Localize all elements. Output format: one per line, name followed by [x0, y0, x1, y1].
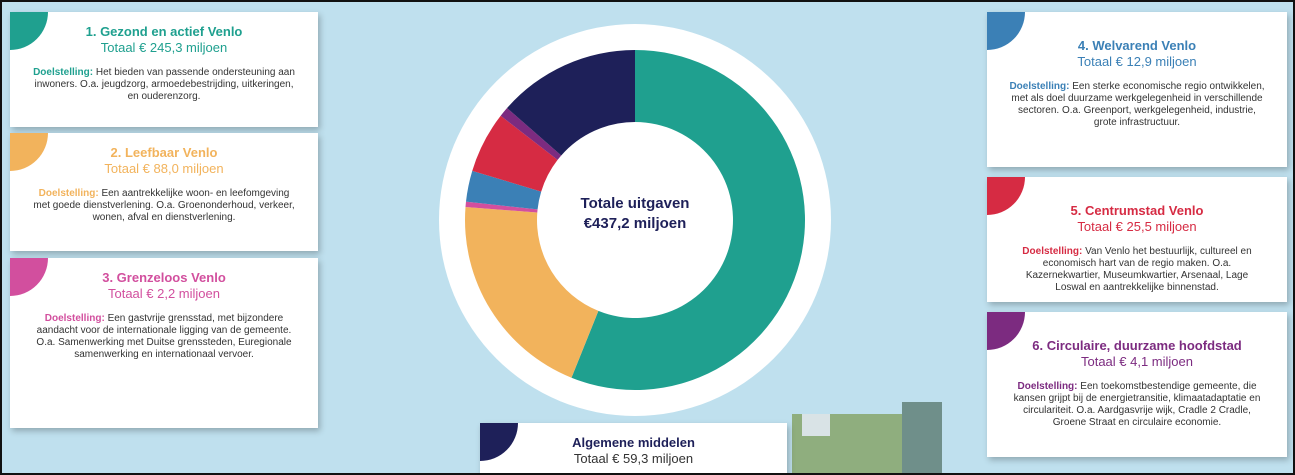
card-title: 4. Welvarend Venlo	[1009, 38, 1265, 53]
card-title: 2. Leefbaar Venlo	[32, 145, 296, 160]
card-description: Doelstelling: Een gastvrije grensstad, m…	[32, 313, 296, 361]
card-title: Algemene middelen	[502, 435, 765, 450]
description-label: Doelstelling:	[1017, 381, 1077, 392]
card-description: Doelstelling: Het bieden van passende on…	[32, 67, 296, 103]
card-total: Totaal € 25,5 miljoen	[1009, 219, 1265, 234]
card-total: Totaal € 245,3 miljoen	[32, 40, 296, 55]
card-description: Doelstelling: Een sterke economische reg…	[1009, 81, 1265, 129]
card-total: Totaal € 4,1 miljoen	[1009, 354, 1265, 369]
card-title: 6. Circulaire, duurzame hoofdstad	[1009, 338, 1265, 353]
card-total: Totaal € 2,2 miljoen	[32, 286, 296, 301]
description-label: Doelstelling:	[39, 188, 99, 199]
card-title: 1. Gezond en actief Venlo	[32, 24, 296, 39]
description-label: Doelstelling:	[33, 67, 93, 78]
card-title: 3. Grenzeloos Venlo	[32, 270, 296, 285]
card-description: Doelstelling: Een toekomstbestendige gem…	[1009, 381, 1265, 429]
card-total: Totaal € 59,3 miljoen	[502, 451, 765, 466]
card-description: Doelstelling: Een aantrekkelijke woon- e…	[32, 188, 296, 224]
description-label: Doelstelling:	[1022, 246, 1082, 257]
page: Totale uitgaven €437,2 miljoen 1. Gezond…	[0, 0, 1295, 475]
description-label: Doelstelling:	[45, 313, 105, 324]
card-total: Totaal € 88,0 miljoen	[32, 161, 296, 176]
description-label: Doelstelling:	[1009, 81, 1069, 92]
card-title: 5. Centrumstad Venlo	[1009, 203, 1265, 218]
card-description: Doelstelling: Van Venlo het bestuurlijk,…	[1009, 246, 1265, 294]
card-total: Totaal € 12,9 miljoen	[1009, 54, 1265, 69]
building-window	[802, 414, 830, 436]
center-total: €437,2 miljoen	[584, 215, 687, 232]
center-title: Totale uitgaven	[581, 195, 690, 212]
building	[902, 402, 942, 475]
